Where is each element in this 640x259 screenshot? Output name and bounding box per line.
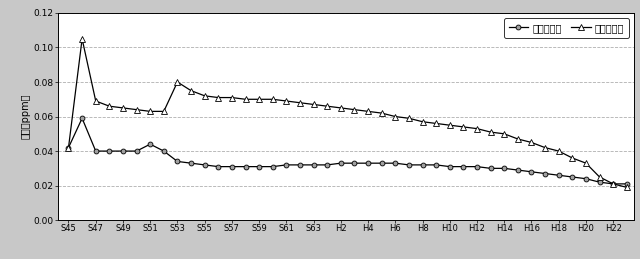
二酸化窒素 [296,163,304,167]
二酸化窒素 [460,165,467,168]
二酸化窒素 [446,165,454,168]
一酸化窒素 [255,98,263,101]
一酸化窒素 [568,156,576,160]
一酸化窒素 [582,162,590,165]
一酸化窒素 [500,132,508,135]
一酸化窒素 [323,105,331,108]
二酸化窒素 [527,170,535,173]
一酸化窒素 [419,120,426,123]
二酸化窒素 [623,182,630,185]
一酸化窒素 [596,175,604,178]
二酸化窒素 [160,149,168,153]
二酸化窒素 [65,146,72,149]
二酸化窒素 [106,149,113,153]
一酸化窒素 [188,89,195,92]
二酸化窒素 [432,163,440,167]
二酸化窒素 [351,162,358,165]
Y-axis label: 濃度（ppm）: 濃度（ppm） [20,94,31,139]
二酸化窒素 [214,165,222,168]
二酸化窒素 [119,149,127,153]
二酸化窒素 [405,163,413,167]
一酸化窒素 [269,98,276,101]
一酸化窒素 [623,186,630,189]
一酸化窒素 [487,131,495,134]
一酸化窒素 [132,108,140,111]
二酸化窒素 [392,162,399,165]
一酸化窒素 [214,96,222,99]
二酸化窒素 [609,182,617,185]
二酸化窒素 [310,163,317,167]
二酸化窒素 [282,163,290,167]
一酸化窒素 [282,99,290,103]
一酸化窒素 [242,98,250,101]
一酸化窒素 [147,110,154,113]
二酸化窒素 [582,177,590,180]
一酸化窒素 [65,146,72,149]
二酸化窒素 [514,169,522,172]
一酸化窒素 [296,101,304,104]
二酸化窒素 [147,143,154,146]
二酸化窒素 [541,172,549,175]
一酸化窒素 [446,124,454,127]
一酸化窒素 [201,94,209,97]
Line: 一酸化窒素: 一酸化窒素 [65,36,630,190]
一酸化窒素 [310,103,317,106]
一酸化窒素 [160,110,168,113]
二酸化窒素 [500,167,508,170]
Legend: 二酸化窒素, 一酸化窒素: 二酸化窒素, 一酸化窒素 [504,18,628,38]
二酸化窒素 [132,149,140,153]
二酸化窒素 [378,162,385,165]
二酸化窒素 [188,162,195,165]
一酸化窒素 [119,106,127,110]
一酸化窒素 [337,106,345,110]
一酸化窒素 [173,81,181,84]
一酸化窒素 [364,110,372,113]
一酸化窒素 [92,99,100,103]
二酸化窒素 [269,165,276,168]
二酸化窒素 [201,163,209,167]
一酸化窒素 [514,138,522,141]
一酸化窒素 [228,96,236,99]
二酸化窒素 [487,167,495,170]
一酸化窒素 [106,105,113,108]
二酸化窒素 [173,160,181,163]
一酸化窒素 [378,112,385,115]
一酸化窒素 [78,37,86,40]
二酸化窒素 [228,165,236,168]
一酸化窒素 [432,122,440,125]
二酸化窒素 [568,175,576,178]
二酸化窒素 [419,163,426,167]
二酸化窒素 [255,165,263,168]
一酸化窒素 [527,141,535,144]
一酸化窒素 [460,125,467,128]
二酸化窒素 [337,162,345,165]
一酸化窒素 [555,149,563,153]
一酸化窒素 [609,182,617,185]
一酸化窒素 [392,115,399,118]
Line: 二酸化窒素: 二酸化窒素 [66,116,629,186]
二酸化窒素 [323,163,331,167]
一酸化窒素 [351,108,358,111]
二酸化窒素 [364,162,372,165]
二酸化窒素 [596,181,604,184]
二酸化窒素 [473,165,481,168]
一酸化窒素 [541,146,549,149]
二酸化窒素 [242,165,250,168]
二酸化窒素 [78,117,86,120]
二酸化窒素 [555,174,563,177]
一酸化窒素 [473,127,481,130]
一酸化窒素 [405,117,413,120]
二酸化窒素 [92,149,100,153]
